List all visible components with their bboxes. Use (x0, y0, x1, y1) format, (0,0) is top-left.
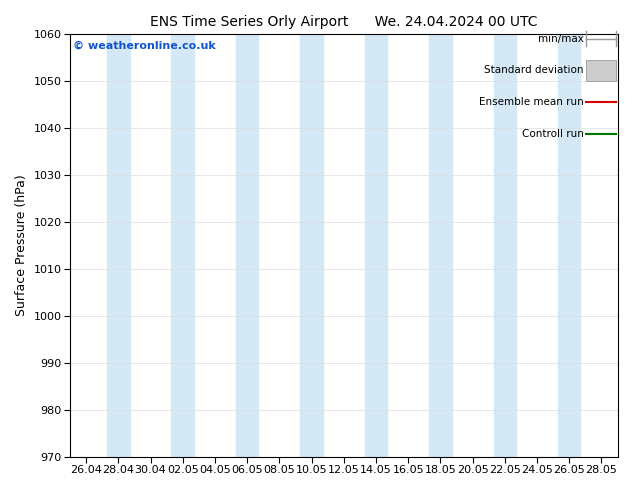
Y-axis label: Surface Pressure (hPa): Surface Pressure (hPa) (15, 174, 28, 317)
Text: Ensemble mean run: Ensemble mean run (479, 97, 583, 107)
Text: © weatheronline.co.uk: © weatheronline.co.uk (73, 41, 216, 50)
Text: Controll run: Controll run (522, 128, 583, 139)
Bar (586, 60, 616, 81)
Bar (365, 34, 387, 457)
Bar (558, 34, 581, 457)
Bar (429, 34, 451, 457)
Bar (236, 34, 259, 457)
Bar (493, 34, 516, 457)
Bar (301, 34, 323, 457)
Bar (171, 34, 194, 457)
Text: min/max: min/max (538, 33, 583, 44)
Text: Standard deviation: Standard deviation (484, 65, 583, 75)
Bar (107, 34, 129, 457)
Title: ENS Time Series Orly Airport      We. 24.04.2024 00 UTC: ENS Time Series Orly Airport We. 24.04.2… (150, 15, 538, 29)
